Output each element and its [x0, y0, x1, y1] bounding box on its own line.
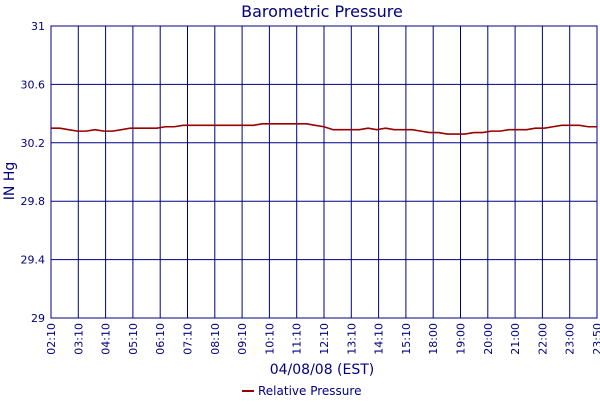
y-tick-label: 30.2: [21, 137, 46, 150]
y-axis-tick-labels: 29 29.4 29.8 30.2 30.6 31: [21, 20, 46, 325]
x-tick-label: 20:00: [482, 323, 495, 355]
y-axis-label: IN Hg: [2, 162, 18, 200]
x-tick-label: 22:00: [536, 323, 549, 355]
x-tick-label: 19:00: [455, 323, 468, 355]
x-tick-label: 11:10: [291, 323, 304, 355]
y-tick-label: 31: [31, 20, 45, 33]
x-tick-label: 13:10: [345, 323, 358, 355]
x-tick-label: 07:10: [182, 323, 195, 355]
x-tick-label: 03:10: [72, 323, 85, 355]
x-tick-label: 05:10: [127, 323, 140, 355]
y-tick-label: 30.6: [21, 78, 46, 91]
x-tick-label: 08:10: [209, 323, 222, 355]
x-tick-label: 12:10: [318, 323, 331, 355]
y-tick-label: 29.8: [21, 195, 46, 208]
series-line-relative-pressure: [51, 123, 597, 135]
x-tick-label: 09:10: [236, 323, 249, 355]
x-tick-label: 10:10: [263, 323, 276, 355]
x-tick-label: 21:00: [509, 323, 522, 355]
x-tick-label: 23:00: [564, 323, 577, 355]
legend-label-relative-pressure: Relative Pressure: [258, 384, 361, 398]
x-tick-label: 14:10: [373, 323, 386, 355]
x-tick-label: 15:10: [400, 323, 413, 355]
y-tick-label: 29.4: [21, 254, 46, 267]
chart-title: Barometric Pressure: [241, 2, 403, 21]
x-tick-label: 04:10: [100, 323, 113, 355]
y-tick-label: 29: [31, 312, 45, 325]
x-tick-label: 06:10: [154, 323, 167, 355]
x-tick-label: 02:10: [45, 323, 58, 355]
legend: Relative Pressure: [242, 384, 361, 398]
series-layer: [51, 123, 597, 135]
x-axis-tick-labels: 02:10 03:10 04:10 05:10 06:10 07:10 08:10 09:10…: [45, 323, 600, 355]
x-axis-label: 04/08/08 (EST): [270, 362, 375, 378]
plot-area-frame: [50, 25, 598, 319]
x-tick-label: 18:00: [427, 323, 440, 355]
x-tick-label: 23:50: [591, 323, 600, 355]
grid-lines: [51, 26, 597, 318]
